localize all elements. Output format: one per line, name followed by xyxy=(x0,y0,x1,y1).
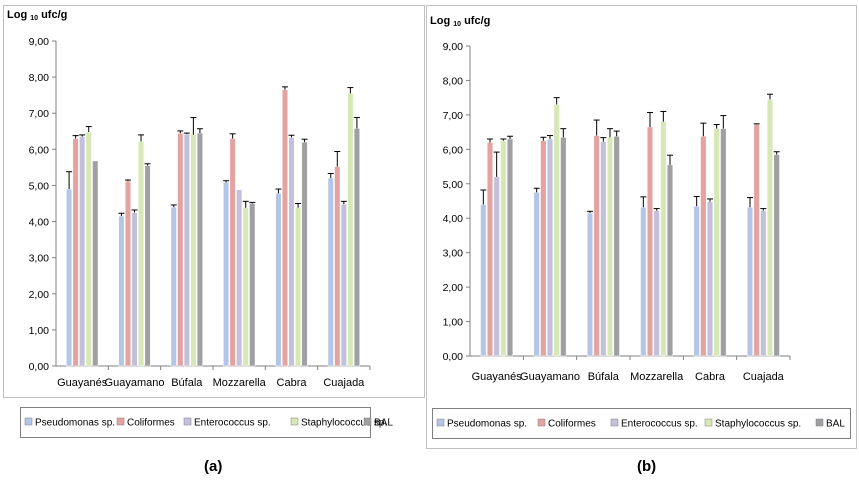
legend-label: Coliformes xyxy=(548,419,596,430)
chart-a: Log 10 ufc/g 0,00 1,00 2,00 3,00 4,00 5,00 6,00… xyxy=(3,5,425,438)
y-tick-label: 9,00 xyxy=(443,41,464,53)
bar xyxy=(506,138,514,357)
y-tick-label: 0,00 xyxy=(29,361,50,373)
bar xyxy=(753,124,760,357)
y-tick-label: 6,00 xyxy=(443,144,464,156)
y-tick-label: 1,00 xyxy=(29,325,50,337)
legend-label: Staphylococcus sp. xyxy=(301,418,387,429)
legend-label: Enterococcus sp. xyxy=(194,418,271,429)
legend-label: Pseudomonas sp. xyxy=(35,418,115,429)
legend xyxy=(432,408,851,439)
bar xyxy=(746,206,754,357)
legend-label: BAL xyxy=(826,419,845,430)
panel-label-a: (a) xyxy=(204,458,223,475)
y-tick-label: 7,00 xyxy=(29,108,50,120)
x-tick-label: Cuajada xyxy=(323,377,365,389)
bar xyxy=(533,192,540,357)
bar xyxy=(693,205,700,357)
bar xyxy=(600,141,607,357)
bar xyxy=(236,189,243,367)
bar xyxy=(493,176,500,357)
bar xyxy=(586,212,594,357)
bar xyxy=(640,206,647,357)
y-tick-label: 5,00 xyxy=(443,179,464,191)
legend-swatch xyxy=(363,417,372,426)
bar xyxy=(773,154,780,357)
x-tick-label: Mozzarella xyxy=(630,371,684,383)
y-tick-label: 9,00 xyxy=(29,36,50,48)
bar xyxy=(613,135,620,357)
x-tick-label: Búfala xyxy=(588,371,620,383)
bar xyxy=(486,142,494,357)
chart-frame xyxy=(3,5,425,398)
x-tick-label: Cabra xyxy=(695,371,726,383)
bar xyxy=(646,126,654,357)
legend-swatch xyxy=(116,417,125,426)
legend-label: Pseudomonas sp. xyxy=(447,419,527,430)
bar xyxy=(760,210,767,357)
y-axis-label: Log 10 ufc/g xyxy=(430,15,490,28)
legend-swatch xyxy=(290,417,299,426)
y-tick-label: 2,00 xyxy=(29,289,50,301)
y-tick-label: 0,00 xyxy=(443,351,464,363)
legend-label: Staphylococcus sp. xyxy=(715,419,801,430)
bar xyxy=(606,137,614,357)
panel-label-b: (b) xyxy=(637,458,657,475)
bar xyxy=(660,121,667,357)
bar xyxy=(553,104,560,357)
chart-frame xyxy=(426,5,857,449)
y-tick-label: 3,00 xyxy=(29,253,50,265)
bar xyxy=(593,135,600,357)
legend xyxy=(20,407,371,438)
bar xyxy=(666,164,674,357)
x-tick-label: Cabra xyxy=(277,377,308,389)
legend-label: Enterococcus sp. xyxy=(621,419,698,430)
bar xyxy=(700,135,707,357)
bar xyxy=(560,137,567,357)
x-tick-label: Mozzarella xyxy=(213,377,267,389)
bar xyxy=(713,128,720,357)
y-tick-label: 6,00 xyxy=(29,144,50,156)
legend-label: Coliformes xyxy=(127,418,175,429)
bar xyxy=(92,160,99,367)
x-tick-label: Guayanés xyxy=(57,377,108,389)
bar xyxy=(540,140,547,357)
bar xyxy=(653,210,660,357)
x-tick-label: Guayamano xyxy=(105,377,165,389)
bar xyxy=(546,138,554,357)
legend-swatch xyxy=(537,418,546,427)
y-tick-label: 8,00 xyxy=(29,72,50,84)
y-tick-label: 3,00 xyxy=(443,248,464,260)
y-axis-label: Log 10 ufc/g xyxy=(7,9,67,22)
legend-label: BAL xyxy=(374,418,393,429)
y-tick-label: 2,00 xyxy=(443,282,464,294)
bar xyxy=(706,201,714,357)
bar xyxy=(766,99,774,357)
legend-swatch xyxy=(610,418,619,427)
y-tick-label: 1,00 xyxy=(443,317,464,329)
y-tick-label: 7,00 xyxy=(443,110,464,122)
y-tick-label: 8,00 xyxy=(443,75,464,87)
legend-swatch xyxy=(24,417,33,426)
x-tick-label: Guayanés xyxy=(472,371,523,383)
bar xyxy=(500,140,507,357)
legend-swatch xyxy=(436,418,445,427)
legend-swatch xyxy=(704,418,713,427)
x-tick-label: Búfala xyxy=(171,377,203,389)
chart-b: Log 10 ufc/g 0,00 1,00 2,00 3,00 4,00 5,00 6,00… xyxy=(426,5,857,449)
y-tick-label: 4,00 xyxy=(29,217,50,229)
legend-swatch xyxy=(815,418,824,427)
x-tick-label: Cuajada xyxy=(743,371,785,383)
y-tick-label: 5,00 xyxy=(29,180,50,192)
bar xyxy=(720,128,727,357)
bar xyxy=(480,204,487,357)
y-tick-label: 4,00 xyxy=(443,213,464,225)
legend-swatch xyxy=(183,417,192,426)
x-tick-label: Guayamano xyxy=(520,371,580,383)
